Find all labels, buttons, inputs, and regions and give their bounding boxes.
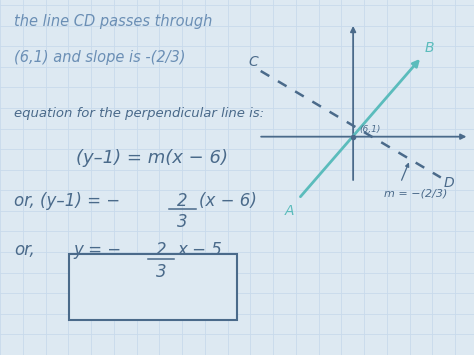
Text: (6,1) and slope is -(2/3): (6,1) and slope is -(2/3) bbox=[14, 50, 186, 65]
Text: (6,1): (6,1) bbox=[359, 125, 380, 134]
Text: or, (y–1) = −: or, (y–1) = − bbox=[14, 192, 126, 210]
Text: 2: 2 bbox=[156, 241, 166, 260]
Text: C: C bbox=[249, 55, 259, 69]
Text: D: D bbox=[443, 176, 454, 190]
Text: (y–1) = m(x − 6): (y–1) = m(x − 6) bbox=[76, 149, 228, 167]
Text: B: B bbox=[424, 41, 434, 55]
Text: equation for the perpendicular line is:: equation for the perpendicular line is: bbox=[14, 106, 264, 120]
Text: 2: 2 bbox=[177, 192, 188, 210]
Text: x − 5: x − 5 bbox=[178, 241, 223, 260]
Text: the line CD passes through: the line CD passes through bbox=[14, 14, 213, 29]
Text: A: A bbox=[284, 204, 294, 218]
Text: y = −: y = − bbox=[73, 241, 122, 260]
Text: or,: or, bbox=[14, 241, 35, 260]
Text: m = −(2/3): m = −(2/3) bbox=[384, 188, 447, 198]
Text: 3: 3 bbox=[156, 263, 166, 281]
Text: 3: 3 bbox=[177, 213, 188, 231]
Text: (x − 6): (x − 6) bbox=[199, 192, 257, 210]
Bar bbox=[69, 254, 237, 320]
